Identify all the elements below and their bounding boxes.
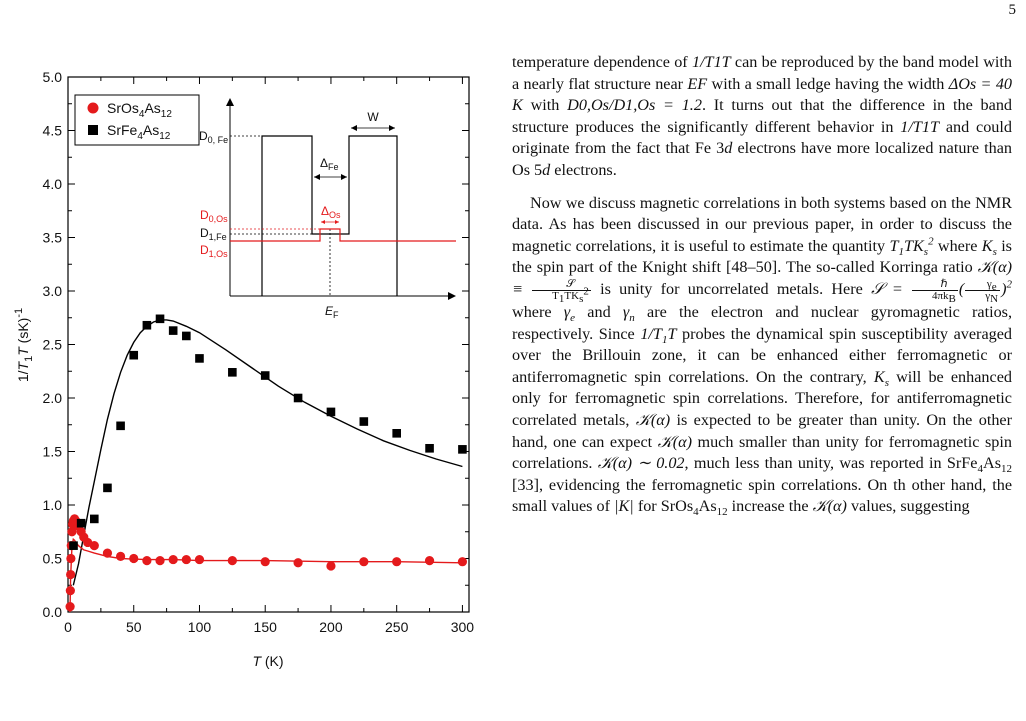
data-point <box>89 541 99 551</box>
fit-curve <box>69 537 463 613</box>
inset-delta-os-right <box>335 220 339 224</box>
inset-delta-fe-right <box>341 174 347 180</box>
x-tick-label: 100 <box>188 619 212 635</box>
y-tick-label: 2.0 <box>43 390 63 406</box>
inset-d0fe-label: D0, Fe <box>199 129 228 145</box>
data-point <box>260 371 270 380</box>
axis-ticks <box>67 76 469 613</box>
inset-w-arrow-left <box>351 125 357 131</box>
y-tick-label: 3.0 <box>43 283 63 299</box>
figure: 0 50 100 150 200 250 300 0.0 0.5 1.0 1.5 2.0 2.5 3.0 3… <box>0 0 490 721</box>
data-point <box>326 407 336 417</box>
x-axis-label: T (K) <box>252 653 283 669</box>
data-point <box>65 602 75 612</box>
data-point <box>65 586 75 596</box>
legend: SrOs4As12 SrFe4As12 <box>74 94 200 146</box>
x-tick-label: 50 <box>126 619 142 635</box>
data-point <box>66 553 76 564</box>
legend-label-sros: SrOs4As12 <box>107 100 172 120</box>
data-point <box>116 421 125 431</box>
data-point <box>260 557 270 567</box>
data-points <box>65 314 468 612</box>
y-tick-label: 4.0 <box>43 176 63 192</box>
paragraph-2: Now we discuss magnetic correlations in … <box>512 193 1013 519</box>
x-tick-label: 300 <box>451 619 475 635</box>
data-point <box>69 541 78 550</box>
data-point <box>76 518 86 528</box>
inset-os-dos <box>230 228 456 242</box>
page-number: 5 <box>1008 2 1017 18</box>
data-point <box>142 320 152 330</box>
inset-d1fe-label: D1,Fe <box>200 226 227 242</box>
inset-delta-fe-label: ΔFe <box>320 156 339 172</box>
data-point <box>168 326 178 335</box>
data-point <box>293 558 303 568</box>
inset-x-arrow <box>448 292 456 300</box>
x-tick-label: 250 <box>385 619 409 635</box>
inset-delta-os-label: ΔOs <box>321 204 341 220</box>
inset-ef-label: EF <box>325 304 339 320</box>
fit-curve <box>72 319 463 586</box>
body-text-column: temperature dependence of 1/T1T can be r… <box>512 52 1012 518</box>
inset-delta-os-left <box>321 220 325 224</box>
data-point <box>293 393 303 403</box>
data-point <box>89 514 99 524</box>
y-tick-label: 0.0 <box>43 604 63 620</box>
data-point <box>425 443 434 453</box>
data-point <box>458 445 467 454</box>
inset-d0os-label: D0,Os <box>200 208 228 224</box>
data-point <box>67 527 77 537</box>
plot-frame <box>67 76 470 613</box>
data-point <box>129 553 139 564</box>
y-tick-label: 0.5 <box>43 551 63 567</box>
data-point <box>194 554 205 565</box>
data-point <box>115 551 126 561</box>
data-point <box>103 483 112 493</box>
data-point <box>142 556 152 566</box>
data-point <box>359 417 369 426</box>
data-point <box>424 556 435 566</box>
y-tick-label: 1.5 <box>43 444 63 460</box>
data-point <box>168 554 178 565</box>
inset-delta-fe-left <box>314 174 320 180</box>
data-point <box>129 350 139 360</box>
data-point <box>181 554 191 565</box>
legend-label-srfe: SrFe4As12 <box>107 122 171 142</box>
y-axis-label: 1/T1T (sK)-1 <box>13 308 35 382</box>
data-point <box>392 429 401 438</box>
chart: 0 50 100 150 200 250 300 0.0 0.5 1.0 1.5 2.0 2.5 3.0 3… <box>13 69 475 669</box>
paragraph-1: temperature dependence of 1/T1T can be r… <box>512 53 1013 179</box>
data-point <box>392 557 402 567</box>
data-point <box>359 557 369 567</box>
inset-w-arrow-right <box>389 125 395 131</box>
data-point <box>326 561 336 571</box>
y-tick-label: 1.0 <box>43 497 63 513</box>
data-point <box>195 354 204 363</box>
fit-curves <box>69 319 463 613</box>
x-tick-label: 200 <box>319 619 343 635</box>
inset-fe-dos <box>261 135 398 296</box>
y-tick-label: 2.5 <box>43 337 63 353</box>
legend-marker-srfe <box>88 125 98 135</box>
inset-d1os-label: D1,Os <box>200 243 228 259</box>
inset-band-diagram: W ΔFe ΔOs D0, Fe D0,Os D1,Fe D1,Os EF <box>199 98 456 320</box>
legend-marker-sros <box>87 102 99 114</box>
inset-y-arrow <box>226 98 234 106</box>
y-tick-label: 3.5 <box>43 230 63 246</box>
data-point <box>102 548 113 558</box>
data-point <box>228 368 237 377</box>
data-point <box>227 556 237 566</box>
y-tick-label: 5.0 <box>43 69 63 85</box>
data-point <box>155 314 165 324</box>
axis-tick-labels: 0 50 100 150 200 250 300 0.0 0.5 1.0 1.5 2.0 2.5 3.0 3… <box>43 69 475 635</box>
data-point <box>457 557 468 567</box>
data-point <box>182 331 191 341</box>
data-point <box>66 569 76 580</box>
x-tick-label: 150 <box>254 619 278 635</box>
y-tick-label: 4.5 <box>43 123 63 139</box>
inset-w-label: W <box>367 110 379 124</box>
data-point <box>155 556 165 566</box>
x-tick-label: 0 <box>64 619 72 635</box>
